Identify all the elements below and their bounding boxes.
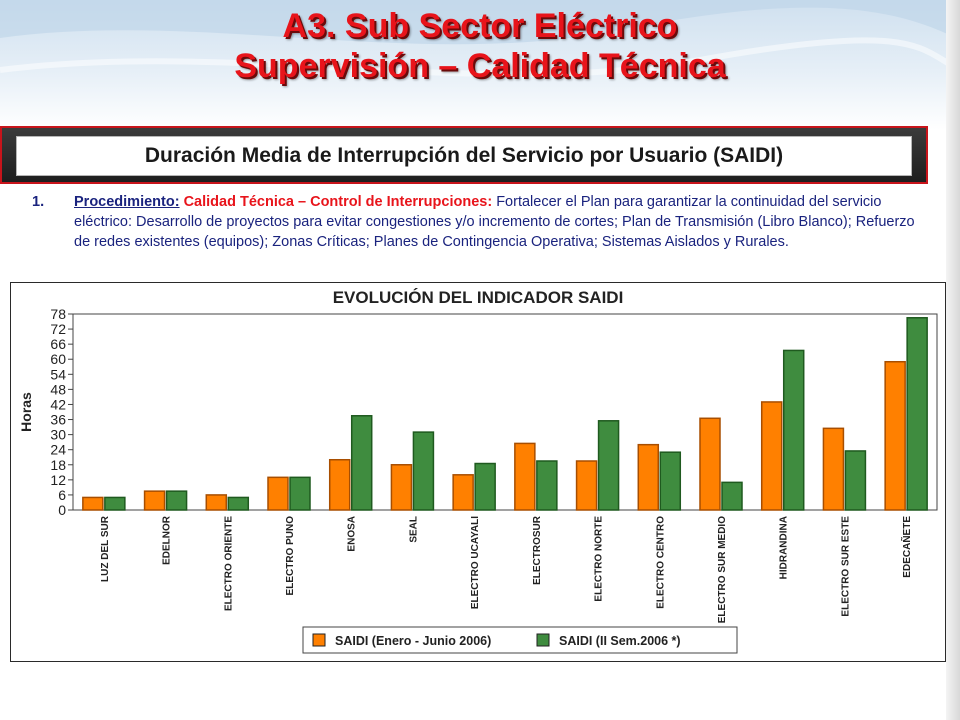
title-line-1: A3. Sub Sector Eléctrico — [282, 7, 678, 45]
bar-h2 — [906, 317, 928, 511]
bar-h2 — [412, 431, 435, 511]
banner-inner: Duración Media de Interrupción del Servi… — [16, 136, 912, 176]
plot-area-border — [72, 313, 938, 511]
section-banner: Duración Media de Interrupción del Servi… — [0, 126, 928, 184]
y-axis-label: Horas — [18, 392, 34, 432]
chart-title: EVOLUCIÓN DEL INDICADOR SAIDI — [333, 288, 624, 307]
bar-h1 — [699, 417, 721, 511]
y-tick-label: 6 — [58, 487, 66, 503]
y-tick-label: 30 — [50, 427, 66, 443]
x-category-label: ENOSA — [347, 516, 358, 552]
banner-text: Duración Media de Interrupción del Servi… — [144, 144, 784, 167]
procedure-body: Procedimiento: Calidad Técnica – Control… — [74, 192, 930, 252]
bar-h2 — [597, 420, 620, 511]
y-tick-label: 12 — [50, 472, 66, 488]
bar-h2 — [104, 496, 126, 511]
x-category-label: ELECTRO SUR ESTE — [840, 516, 851, 617]
x-category-label: HIDRANDINA — [779, 516, 790, 579]
right-edge-decoration — [946, 0, 960, 720]
y-tick-label: 66 — [50, 336, 66, 352]
x-category-label: EDECAÑETE — [900, 516, 913, 578]
bar-h2 — [165, 490, 188, 511]
x-category-label: ELECTRO SUR MEDIO — [717, 516, 728, 623]
bar-h2 — [227, 496, 250, 511]
x-category-label: ELECTROSUR — [532, 515, 543, 585]
bar-h2 — [782, 349, 805, 511]
bar-h1 — [328, 458, 351, 511]
legend-label: SAIDI (II Sem.2006 *) — [559, 634, 681, 648]
slide-title: A3. Sub Sector Eléctrico Supervisión – C… — [0, 6, 960, 86]
bar-h1 — [575, 460, 598, 511]
bar-h1 — [267, 476, 289, 511]
bar-h1 — [884, 360, 906, 511]
bar-h2 — [844, 450, 867, 511]
y-tick-label: 60 — [50, 351, 66, 367]
x-category-label: ELECTRO CENTRO — [655, 516, 666, 609]
x-category-label: ELECTRO UCAYALI — [470, 516, 481, 609]
y-tick-label: 0 — [58, 502, 66, 518]
bar-h2 — [474, 462, 496, 511]
x-category-label: EDELNOR — [162, 515, 173, 565]
title-line-2: Supervisión – Calidad Técnica — [234, 47, 726, 85]
saidi-bar-chart: EVOLUCIÓN DEL INDICADOR SAIDI Horas 061218… — [18, 288, 938, 654]
bar-h1 — [390, 464, 413, 511]
legend-label: SAIDI (Enero - Junio 2006) — [335, 634, 491, 648]
y-tick-label: 78 — [50, 306, 66, 322]
legend-swatch — [312, 633, 326, 647]
legend-box — [302, 626, 738, 654]
bar-h2 — [350, 415, 373, 511]
procedure-text: Fortalecer el Plan para garantizar la co… — [74, 194, 915, 250]
bar-h1 — [514, 442, 536, 511]
procedure-number: 1. — [32, 194, 45, 210]
bar-h2 — [721, 481, 743, 511]
bar-h1 — [205, 494, 228, 511]
y-tick-label: 72 — [50, 321, 66, 337]
y-tick-label: 42 — [50, 396, 66, 412]
y-tick-label: 54 — [50, 366, 66, 382]
bar-h2 — [289, 476, 311, 511]
x-category-label: ELECTRO NORTE — [594, 516, 605, 602]
x-category-label: LUZ DEL SUR — [100, 515, 111, 582]
bar-h2 — [659, 451, 682, 511]
bar-h1 — [82, 496, 104, 511]
bar-h1 — [637, 443, 660, 511]
bar-h2 — [536, 460, 558, 511]
y-tick-label: 18 — [50, 457, 66, 473]
y-tick-label: 48 — [50, 381, 66, 397]
procedure-label: Procedimiento: — [74, 194, 180, 210]
bar-h1 — [143, 490, 166, 511]
bar-h1 — [822, 427, 845, 511]
bar-h1 — [760, 401, 783, 511]
bar-h1 — [452, 474, 474, 511]
x-category-label: SEAL — [408, 516, 419, 543]
y-tick-label: 24 — [50, 442, 66, 458]
x-category-label: ELECTRO ORIENTE — [223, 516, 234, 611]
chart-frame: EVOLUCIÓN DEL INDICADOR SAIDI Horas 0 6 12 18… — [10, 282, 946, 662]
x-category-label: ELECTRO PUNO — [285, 516, 296, 596]
legend-swatch — [536, 633, 550, 647]
header-wave-decoration — [0, 0, 960, 78]
y-tick-label: 36 — [50, 412, 66, 428]
procedure-highlight: Calidad Técnica – Control de Interrupcio… — [183, 194, 493, 210]
